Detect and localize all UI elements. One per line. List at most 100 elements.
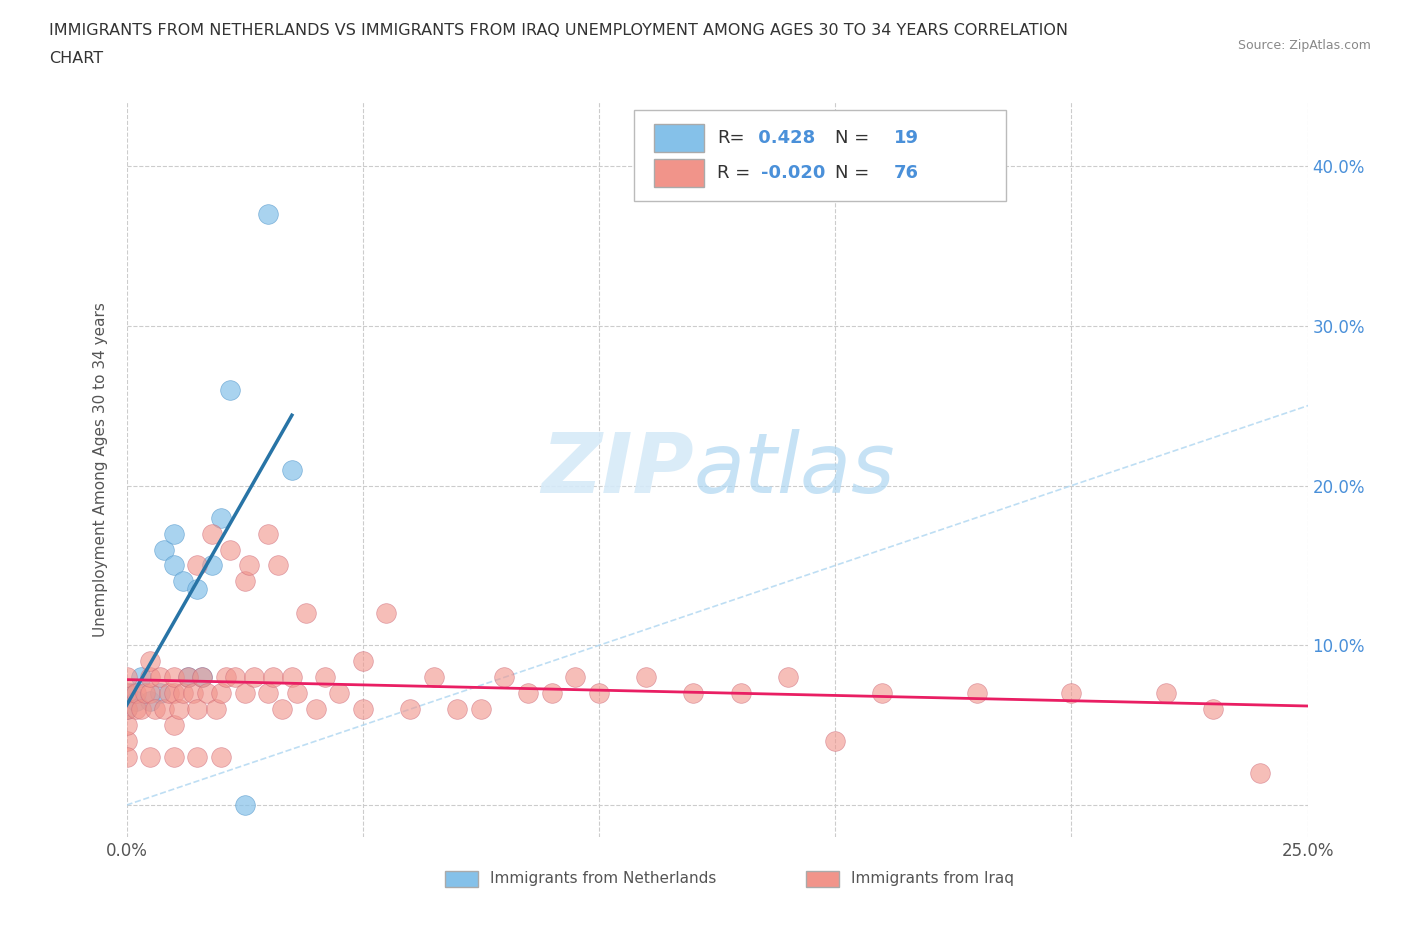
Point [115, 685, 138, 700]
Point [191, 670, 214, 684]
Text: Immigrants from Iraq: Immigrants from Iraq [851, 871, 1014, 886]
Point [682, 685, 704, 700]
Point [125, 694, 148, 709]
Point [233, 574, 256, 589]
Point [186, 558, 208, 573]
Point [200, 558, 222, 573]
Point [730, 685, 752, 700]
Point [219, 382, 242, 397]
Point [872, 685, 894, 700]
Point [195, 685, 218, 700]
Point [125, 685, 148, 700]
Point [540, 685, 562, 700]
Point [157, 685, 180, 700]
Text: CHART: CHART [49, 51, 103, 66]
Point [149, 685, 172, 700]
Text: N =: N = [835, 164, 869, 182]
Point [181, 685, 204, 700]
Point [163, 750, 186, 764]
Point [470, 702, 492, 717]
Point [115, 670, 138, 684]
Point [186, 582, 208, 597]
Point [295, 606, 318, 621]
Point [139, 654, 162, 669]
Point [129, 670, 152, 684]
FancyBboxPatch shape [806, 870, 839, 887]
Point [238, 558, 260, 573]
Point [115, 750, 138, 764]
Point [262, 670, 284, 684]
Point [233, 685, 256, 700]
Text: -0.020: -0.020 [761, 164, 825, 182]
Point [139, 685, 162, 700]
Point [517, 685, 540, 700]
FancyBboxPatch shape [654, 159, 704, 187]
Point [153, 702, 176, 717]
Point [352, 654, 374, 669]
Point [163, 718, 186, 733]
Point [304, 702, 326, 717]
Point [120, 685, 142, 700]
Point [139, 750, 162, 764]
Point [328, 685, 350, 700]
Point [219, 542, 242, 557]
Point [209, 750, 232, 764]
Point [139, 694, 162, 709]
Point [163, 670, 186, 684]
Point [446, 702, 468, 717]
Point [1249, 765, 1271, 780]
Point [172, 685, 194, 700]
Point [191, 670, 214, 684]
Point [824, 734, 846, 749]
Point [186, 702, 208, 717]
Point [134, 685, 156, 700]
Point [1202, 702, 1225, 717]
Point [224, 670, 246, 684]
Text: Source: ZipAtlas.com: Source: ZipAtlas.com [1237, 39, 1371, 52]
Point [399, 702, 422, 717]
Point [115, 734, 138, 749]
Point [177, 670, 200, 684]
FancyBboxPatch shape [654, 124, 704, 152]
Point [588, 685, 610, 700]
Point [125, 702, 148, 717]
Text: R=: R= [717, 128, 745, 147]
Point [209, 511, 232, 525]
Text: atlas: atlas [693, 429, 896, 511]
Point [115, 702, 138, 717]
Point [564, 670, 586, 684]
Point [163, 558, 186, 573]
Point [215, 670, 238, 684]
Point [129, 702, 152, 717]
Point [163, 685, 186, 700]
Point [776, 670, 799, 684]
Point [966, 685, 988, 700]
Point [285, 685, 308, 700]
Text: 19: 19 [894, 128, 920, 147]
FancyBboxPatch shape [446, 870, 478, 887]
Point [257, 206, 280, 221]
Point [209, 685, 232, 700]
Point [115, 702, 138, 717]
Point [494, 670, 516, 684]
Point [167, 702, 190, 717]
Point [153, 542, 176, 557]
Point [636, 670, 658, 684]
Point [281, 462, 304, 477]
Text: IMMIGRANTS FROM NETHERLANDS VS IMMIGRANTS FROM IRAQ UNEMPLOYMENT AMONG AGES 30 T: IMMIGRANTS FROM NETHERLANDS VS IMMIGRANT… [49, 23, 1069, 38]
Point [163, 526, 186, 541]
Point [115, 718, 138, 733]
Point [177, 670, 200, 684]
Point [205, 702, 228, 717]
Point [267, 558, 290, 573]
Point [1154, 685, 1177, 700]
Text: ZIP: ZIP [541, 429, 693, 511]
Point [143, 702, 166, 717]
Point [375, 606, 398, 621]
Point [314, 670, 336, 684]
Text: Immigrants from Netherlands: Immigrants from Netherlands [491, 871, 717, 886]
Text: 76: 76 [894, 164, 920, 182]
FancyBboxPatch shape [634, 110, 1007, 202]
Point [257, 685, 280, 700]
Point [352, 702, 374, 717]
